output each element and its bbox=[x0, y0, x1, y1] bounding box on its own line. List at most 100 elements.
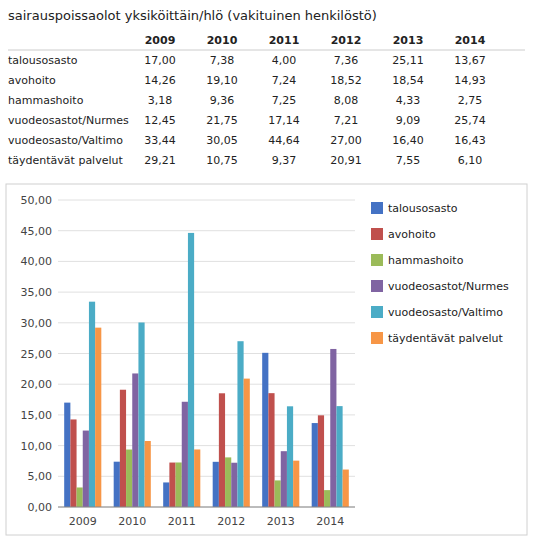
table-cell: 3,18 bbox=[148, 94, 173, 107]
table-cell: 17,00 bbox=[144, 54, 176, 67]
legend-swatch bbox=[371, 228, 383, 240]
table-row-label: avohoito bbox=[8, 74, 56, 87]
bar bbox=[145, 441, 151, 507]
bar bbox=[77, 487, 83, 507]
grid-line bbox=[58, 292, 355, 293]
legend-swatch bbox=[371, 306, 383, 318]
bar bbox=[312, 423, 318, 507]
bar bbox=[182, 402, 188, 507]
bar bbox=[287, 406, 293, 507]
bar bbox=[64, 403, 70, 507]
table-cell: 16,40 bbox=[392, 134, 424, 147]
table-cell: 7,55 bbox=[396, 154, 421, 167]
table-cell: 10,75 bbox=[206, 154, 238, 167]
legend-label: hammashoito bbox=[388, 254, 464, 267]
y-tick-label: 50,00 bbox=[21, 194, 53, 207]
bar bbox=[219, 393, 225, 507]
table-cell: 9,09 bbox=[396, 114, 421, 127]
bar bbox=[132, 373, 138, 507]
bar bbox=[194, 449, 200, 507]
bar bbox=[262, 353, 268, 507]
table-cell: 6,10 bbox=[458, 154, 483, 167]
table-cell: 9,36 bbox=[210, 94, 235, 107]
table-cell: 27,00 bbox=[330, 134, 362, 147]
grid-line bbox=[58, 414, 355, 415]
x-tick-label: 2014 bbox=[316, 515, 344, 528]
bar bbox=[343, 470, 349, 507]
y-tick-label: 15,00 bbox=[21, 409, 53, 422]
bar bbox=[275, 480, 281, 507]
bar bbox=[336, 406, 342, 507]
y-tick-label: 40,00 bbox=[21, 255, 53, 268]
table-cell: 9,37 bbox=[272, 154, 297, 167]
table-cell: 33,44 bbox=[144, 134, 176, 147]
bar bbox=[70, 419, 76, 507]
legend-swatch bbox=[371, 254, 383, 266]
table-header: 2012 bbox=[331, 34, 362, 47]
bar bbox=[231, 463, 237, 507]
bar bbox=[83, 431, 89, 507]
table-header: 2009 bbox=[145, 34, 176, 47]
table-cell: 25,74 bbox=[454, 114, 486, 127]
legend-label: talousosasto bbox=[388, 202, 458, 215]
x-tick-label: 2012 bbox=[217, 515, 245, 528]
table-cell: 21,75 bbox=[206, 114, 238, 127]
bar bbox=[176, 462, 182, 507]
x-tick-label: 2009 bbox=[69, 515, 97, 528]
table-cell: 2,75 bbox=[458, 94, 483, 107]
table-cell: 4,00 bbox=[272, 54, 297, 67]
grid-line bbox=[58, 384, 355, 385]
grid-line bbox=[58, 322, 355, 323]
table-cell: 7,21 bbox=[334, 114, 359, 127]
table-cell: 7,24 bbox=[272, 74, 297, 87]
bar bbox=[120, 390, 126, 507]
table-cell: 8,08 bbox=[334, 94, 359, 107]
y-tick-label: 0,00 bbox=[28, 501, 53, 514]
grid-line bbox=[58, 353, 355, 354]
table-row-label: vuodeosasto/Valtimo bbox=[8, 134, 123, 147]
grid-line bbox=[58, 200, 355, 201]
grid-line bbox=[58, 230, 355, 231]
bar bbox=[163, 482, 169, 507]
title: sairauspoissaolot yksiköittäin/hlö (vaki… bbox=[8, 8, 377, 23]
bar bbox=[169, 463, 175, 507]
table-cell: 7,38 bbox=[210, 54, 235, 67]
bar bbox=[126, 450, 132, 507]
grid-line bbox=[58, 507, 355, 508]
legend-swatch bbox=[371, 332, 383, 344]
y-tick-label: 30,00 bbox=[21, 317, 53, 330]
bar bbox=[268, 393, 274, 507]
table-header: 2014 bbox=[455, 34, 486, 47]
table-cell: 20,91 bbox=[330, 154, 362, 167]
table-row-label: vuodeosastot/Nurmes bbox=[8, 114, 129, 127]
x-tick-label: 2011 bbox=[168, 515, 196, 528]
bar bbox=[281, 451, 287, 507]
bar bbox=[244, 379, 250, 507]
table-rule bbox=[8, 50, 525, 51]
grid-line bbox=[58, 261, 355, 262]
chart-border bbox=[6, 184, 527, 535]
table-cell: 30,05 bbox=[206, 134, 238, 147]
table-header: 2011 bbox=[269, 34, 300, 47]
table-cell: 25,11 bbox=[392, 54, 424, 67]
y-tick-label: 5,00 bbox=[28, 470, 53, 483]
x-axis-line bbox=[58, 507, 355, 508]
bar bbox=[237, 341, 243, 507]
bar bbox=[213, 462, 219, 507]
table-cell: 13,67 bbox=[454, 54, 486, 67]
table-cell: 7,36 bbox=[334, 54, 359, 67]
x-tick-label: 2013 bbox=[267, 515, 295, 528]
table-cell: 16,43 bbox=[454, 134, 486, 147]
table-cell: 29,21 bbox=[144, 154, 176, 167]
table-cell: 14,93 bbox=[454, 74, 486, 87]
table-header: 2010 bbox=[207, 34, 238, 47]
bar bbox=[188, 233, 194, 507]
bar bbox=[324, 490, 330, 507]
chart: sairauspoissaolot yksiköittäin/hlö (vaki… bbox=[0, 0, 533, 541]
table-cell: 19,10 bbox=[206, 74, 238, 87]
table-row-label: täydentävät palvelut bbox=[8, 154, 123, 167]
legend-label: avohoito bbox=[388, 228, 436, 241]
table-cell: 14,26 bbox=[144, 74, 176, 87]
bar bbox=[89, 302, 95, 507]
bar bbox=[95, 328, 101, 507]
